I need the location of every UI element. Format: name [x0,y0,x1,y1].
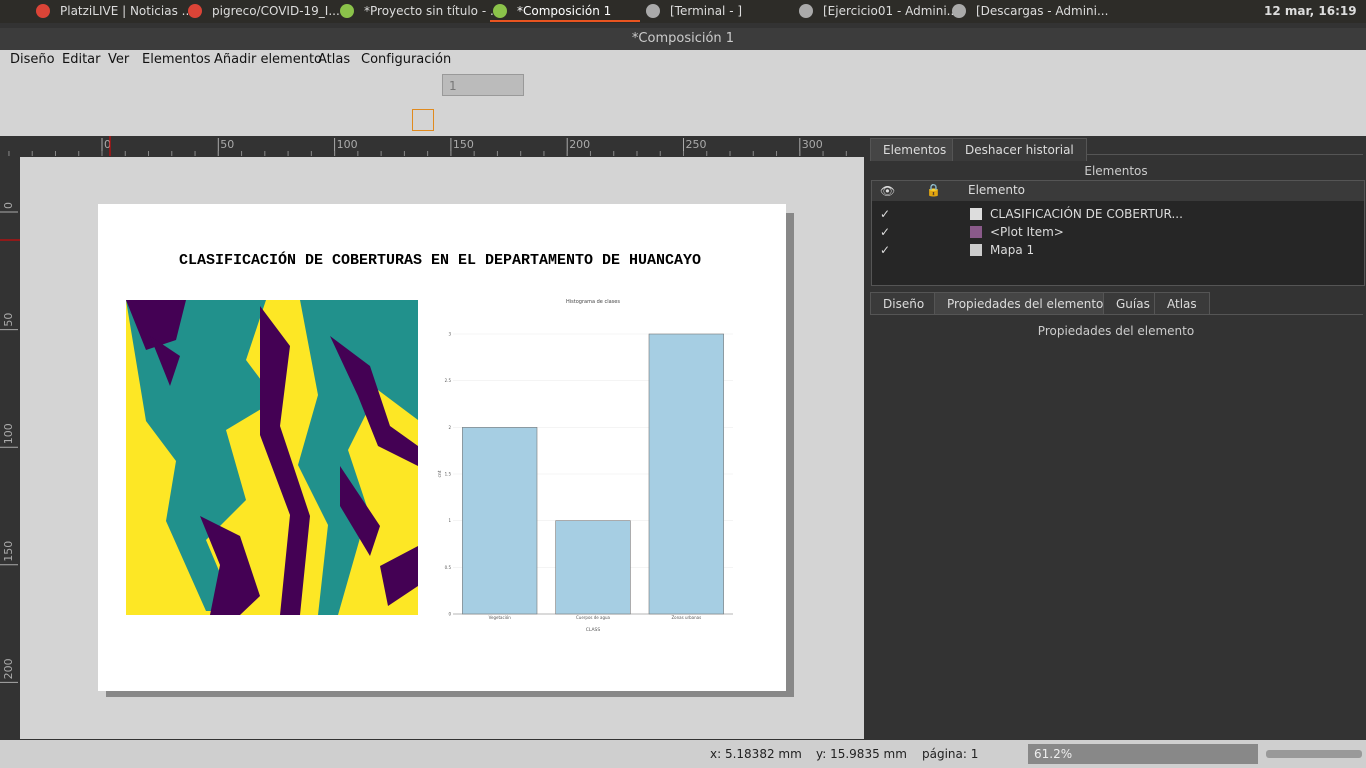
column-header: Elemento [968,183,1026,197]
chart-title: Histograma de clases [566,299,620,305]
items-list: 👁 🔒 Elemento ✓ CLASIFICACIÓN DE COBERTUR.… [871,180,1365,286]
menu-item[interactable]: Elementos [142,52,211,67]
app-icon [36,4,50,18]
app-icon [493,4,507,18]
taskbar-item[interactable]: [Descargas - Admini... [976,4,1109,18]
y-tick-label: 2 [448,425,451,430]
item-name[interactable]: Mapa 1 [990,243,1035,257]
panel-tab[interactable]: Guías [1103,292,1163,315]
ruler-label: 50 [220,138,234,151]
page-indicator: página: 1 [922,747,979,761]
ruler-label: 50 [2,313,15,327]
taskbar-item[interactable]: [Terminal - ] [670,4,743,18]
bar [648,333,724,615]
taskbar-item[interactable]: pigreco/COVID-19_I... [212,4,340,18]
ruler-label: 150 [2,541,15,562]
panel-tab[interactable]: Elementos [870,138,960,161]
taskbar-item[interactable]: PlatziLIVE | Noticias ... [60,4,194,18]
bar [462,427,538,615]
ruler-label: 250 [686,138,707,151]
x-tick-label: Cuerpos de agua [576,615,611,620]
item-visibility[interactable]: ✓ [880,243,891,257]
ruler-label: 150 [453,138,474,151]
taskbar-item[interactable]: *Composición 1 [517,4,612,18]
window-title: *Composición 1 [0,28,1366,50]
item-visibility[interactable]: ✓ [880,207,891,221]
ruler-label: 200 [2,658,15,679]
list-header [872,181,1364,201]
menu-item[interactable]: Editar [62,52,101,67]
y-tick-label: 0.5 [445,565,452,570]
y-tick-label: 0 [448,612,451,617]
zoom-slider[interactable] [1266,750,1362,758]
y-tick-label: 1 [448,518,451,523]
ruler-label: 100 [337,138,358,151]
panel-heading: Propiedades del elemento [1037,324,1195,338]
x-tick-label: Zonas urbanas [671,615,701,620]
menu-item[interactable]: Configuración [361,52,452,67]
y-tick-label: 2.5 [445,378,452,383]
histogram: Histograma de clases 0 0.5 1 1.5 2 2.5 3 cnt CLAS… [437,299,733,633]
menu-item[interactable]: Ver [108,52,130,67]
x-tick-label: Vegetación [489,615,512,620]
menu-item[interactable]: Añadir elemento [214,52,322,67]
panel-tab[interactable]: Diseño [870,292,938,315]
active-underline [490,20,640,22]
ruler-label: 0 [104,138,111,151]
taskbar-item[interactable]: [Ejercicio01 - Admini... [823,4,959,18]
item-name[interactable]: CLASIFICACIÓN DE COBERTUR... [990,207,1183,221]
panel-tab[interactable]: Atlas [1154,292,1210,315]
ruler-label: 100 [2,423,15,444]
app-icon [188,4,202,18]
bar [555,520,631,615]
clock: 12 mar, 16:19 [1264,4,1357,18]
item-name[interactable]: <Plot Item> [990,225,1064,239]
selected-tool [412,109,434,131]
taskbar: PlatziLIVE | Noticias ... pigreco/COVID-1… [0,0,1366,23]
menu-item[interactable]: Diseño [10,52,55,67]
status-bar: x: 5.18382 mm y: 15.9835 mm página: 1 61… [0,740,1366,768]
menu-item[interactable]: Atlas [318,52,351,67]
app-icon [799,4,813,18]
y-tick-label: 3 [448,332,451,337]
ruler-label: 200 [569,138,590,151]
item-icon [970,208,982,220]
coord-x: x: 5.18382 mm [710,747,802,761]
lock-icon: 🔒 [926,183,941,197]
ruler-label: 0 [2,202,15,209]
zoom-box[interactable]: 61.2% [1028,744,1258,764]
item-icon [970,244,982,256]
y-tick-label: 1.5 [445,472,452,477]
layout-canvas: CLASIFICACIÓN DE COBERTURAS EN EL DEPART… [0,136,866,740]
panel-heading: Elementos [1084,164,1148,178]
x-axis-label: CLASS [586,627,601,633]
menu-bar: Diseño Editar Ver Elementos Añadir elemento A… [0,50,1366,70]
panel-tab[interactable]: Propiedades del elemento [934,292,1117,315]
map [126,300,418,615]
app-icon [646,4,660,18]
eye-icon: 👁 [880,184,896,198]
page-selector[interactable]: 1 [442,74,524,96]
app-icon [952,4,966,18]
app-icon [340,4,354,18]
item-visibility[interactable]: ✓ [880,225,891,239]
layout-title: CLASIFICACIÓN DE COBERTURAS EN EL DEPART… [179,251,701,269]
tab-underline [871,314,1363,315]
coord-y: y: 15.9835 mm [816,747,907,761]
ruler-label: 300 [802,138,823,151]
taskbar-item[interactable]: *Proyecto sin título - ... [364,4,502,18]
item-icon [970,226,982,238]
side-panel: Elementos 👁 🔒 Elemento ✓ CLASIFICACIÓN DE… [866,136,1366,740]
toolbar: 1 [0,70,1366,136]
panel-tab[interactable]: Deshacer historial [952,138,1087,161]
y-axis-label: cnt [437,470,443,477]
